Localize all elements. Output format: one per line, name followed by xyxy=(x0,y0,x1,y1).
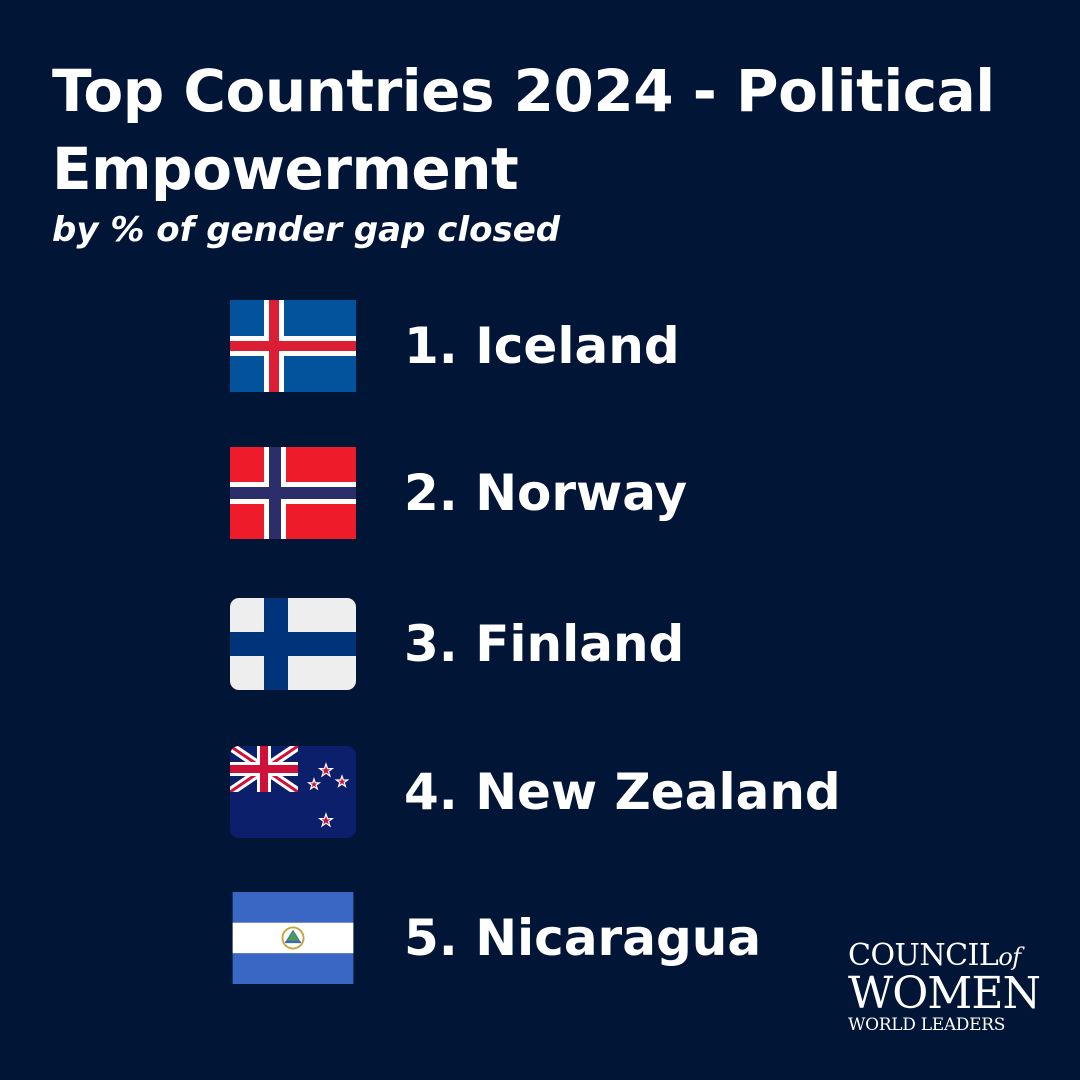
country-label: 4. New Zealand xyxy=(404,763,841,821)
finland-flag-icon xyxy=(230,598,356,690)
new-zealand-flag-icon xyxy=(230,746,356,838)
country-label: 3. Finland xyxy=(404,615,685,673)
list-item-new-zealand: 4. New Zealand xyxy=(230,746,930,842)
logo-line-women: WOMEN xyxy=(848,968,1041,1019)
logo-line-council: COUNCIL xyxy=(848,938,999,973)
page-subtitle: by % of gender gap closed xyxy=(52,210,561,250)
list-item-finland: 3. Finland xyxy=(230,598,930,694)
nicaragua-flag-icon xyxy=(230,892,356,984)
norway-flag-icon xyxy=(230,447,356,539)
logo-line-world-leaders: WORLD LEADERS xyxy=(848,1015,1006,1035)
page-title: Top Countries 2024 - Political Empowerme… xyxy=(52,57,995,203)
country-label: 1. Iceland xyxy=(404,317,680,375)
list-item-iceland: 1. Iceland xyxy=(230,300,930,396)
iceland-flag-icon xyxy=(230,300,356,392)
country-label: 5. Nicaragua xyxy=(404,909,762,967)
list-item-nicaragua: 5. Nicaragua xyxy=(230,892,930,988)
list-item-norway: 2. Norway xyxy=(230,447,930,543)
council-of-women-world-leaders-logo: COUNCILof WOMEN WORLD LEADERS xyxy=(848,938,1048,1036)
logo-of: of xyxy=(998,943,1021,971)
country-label: 2. Norway xyxy=(404,464,688,522)
